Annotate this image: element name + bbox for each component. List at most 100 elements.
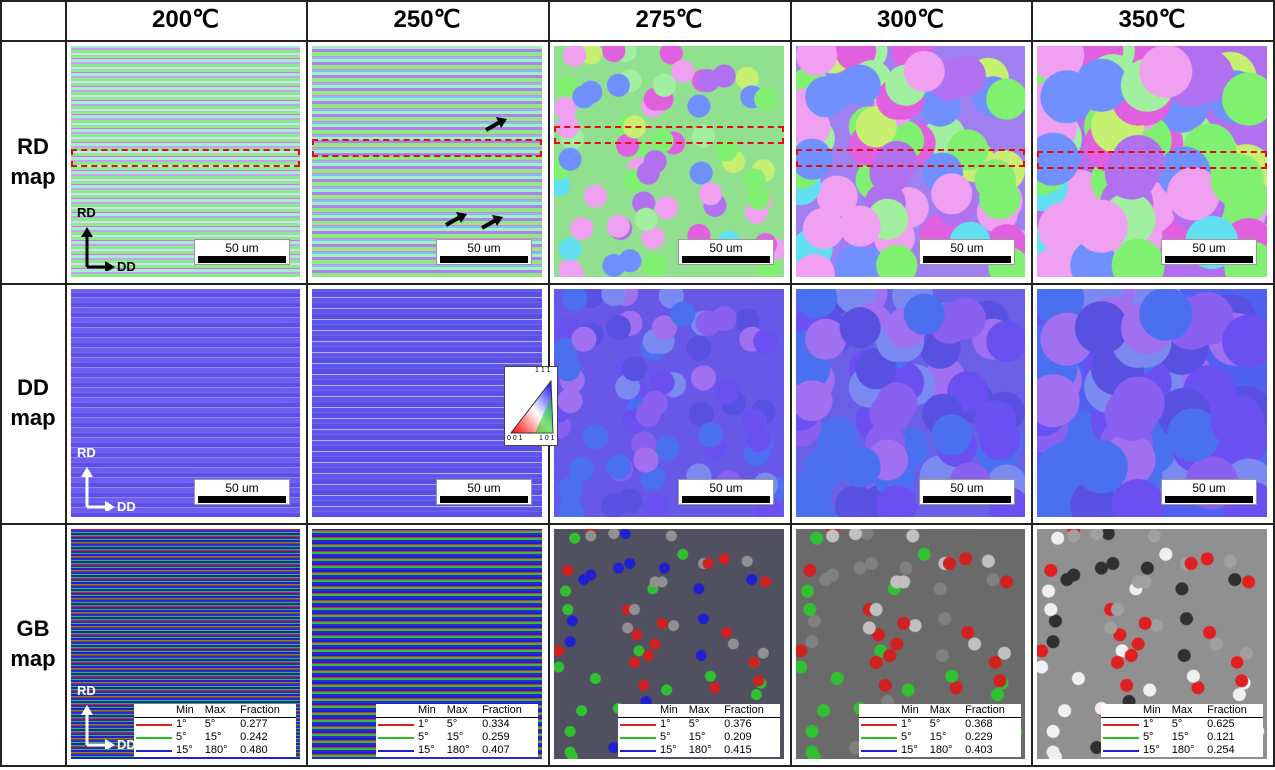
gb-legend-table: Min Max Fraction 1° 5° 0.277 5° 15° 0.242 15° 180°… [134, 704, 296, 757]
map-image: Min Max Fraction 1° 5° 0.625 5° 15° 0.121 15° 180°… [1037, 529, 1267, 759]
legend-swatch [859, 731, 899, 744]
legend-max: 15° [204, 731, 222, 743]
map-image: Min Max Fraction 1° 5° 0.368 5° 15° 0.229 15° 180°… [796, 529, 1025, 759]
axis-label-rd: RD [77, 683, 96, 698]
axis-arrows [81, 227, 115, 273]
legend-body: 1° 5° 0.368 5° 15° 0.229 15° 180° 0.403 [859, 718, 1021, 758]
legend-max: 180° [929, 744, 953, 756]
gb-legend-table: Min Max Fraction 1° 5° 0.625 5° 15° 0.121 15° 180°… [1101, 704, 1263, 757]
gb-legend: Min Max Fraction 1° 5° 0.625 5° 15° 0.121 15° 180°… [1101, 704, 1263, 757]
map-image: Min Max Fraction 1° 5° 0.334 5° 15° 0.259 15° 180°… [312, 529, 542, 759]
legend-fraction: 0.625 [1207, 718, 1235, 730]
legend-header-cell: Min [899, 704, 928, 718]
axis-indicator: RD DD [77, 205, 147, 274]
legend-min: 5° [418, 731, 429, 743]
legend-swatch [376, 731, 416, 744]
axis-label-rd: RD [77, 445, 96, 460]
grid-line [0, 40, 1275, 42]
legend-swatch [134, 731, 174, 744]
legend-min: 15° [176, 744, 193, 756]
legend-max: 5° [204, 718, 216, 730]
legend-fraction: 0.403 [965, 744, 993, 756]
legend-min: 5° [1143, 731, 1154, 743]
legend-header-cell: Min [1141, 704, 1170, 718]
legend-max: 15° [688, 731, 706, 743]
map-image: 50 um [554, 289, 784, 517]
line-sample [1103, 736, 1139, 739]
legend-fraction: 0.407 [482, 744, 510, 756]
highlight-box [554, 126, 784, 144]
legend-fraction: 0.334 [482, 718, 510, 730]
ipf-triangle: 1 1 1 0 0 1 1 0 1 [504, 366, 558, 446]
ipf-label: 0 0 1 [507, 435, 523, 442]
legend-row: 5° 15° 0.121 [1101, 731, 1263, 744]
scale-bar [198, 256, 286, 263]
legend-cell [618, 704, 658, 718]
axis-indicator: RD DD [77, 683, 147, 752]
legend-header-cell: Max [444, 704, 481, 718]
legend-swatch [134, 718, 174, 732]
line-sample [136, 723, 172, 726]
legend-max: 15° [1171, 731, 1189, 743]
gb-legend: Min Max Fraction 1° 5° 0.376 5° 15° 0.209 15° 180°… [618, 704, 780, 757]
legend-body: 1° 5° 0.625 5° 15° 0.121 15° 180° 0.254 [1101, 718, 1263, 758]
legend-header-cell: Max [686, 704, 723, 718]
arrow-icon [485, 117, 507, 132]
grid-line [0, 283, 1275, 285]
highlight-box [1037, 151, 1267, 169]
map-image: 50 um RD DD [71, 46, 300, 277]
grid-line [1273, 0, 1275, 767]
row-label: DD map [10, 375, 56, 430]
legend-header-cell: Min [416, 704, 445, 718]
legend-swatch [1101, 718, 1141, 732]
legend-row: Min Max Fraction [376, 704, 538, 718]
ipf-svg [509, 379, 554, 434]
map-image: 50 um [1037, 289, 1267, 517]
legend-header-cell: Max [1169, 704, 1206, 718]
axis-arrows [81, 705, 115, 751]
legend-max: 5° [929, 718, 941, 730]
row-label: RD map [10, 133, 56, 189]
legend-min: 1° [901, 718, 912, 730]
ipf-label: 1 0 1 [539, 435, 555, 442]
legend-swatch [1101, 731, 1141, 744]
legend-header-cell: Fraction [480, 704, 538, 718]
scale-bar [1165, 256, 1253, 263]
legend-fraction: 0.376 [724, 718, 752, 730]
legend-row: 15° 180° 0.407 [376, 744, 538, 757]
scale-bar [923, 496, 1011, 503]
legend-fraction: 0.415 [724, 744, 752, 756]
legend-header-cell: Fraction [722, 704, 780, 718]
scale-bar [440, 496, 528, 503]
line-sample [1103, 723, 1139, 726]
row-label: GB map [10, 616, 56, 671]
gb-legend: Min Max Fraction 1° 5° 0.368 5° 15° 0.229 15° 180°… [859, 704, 1021, 757]
axis-label-dd: DD [117, 737, 136, 752]
legend-max: 180° [1171, 744, 1195, 756]
column-header: 200℃ [152, 6, 219, 33]
grid-line [790, 0, 792, 767]
legend-swatch [1101, 744, 1141, 757]
column-header: 275℃ [635, 6, 703, 33]
map-image: 50 um [554, 46, 784, 277]
legend-row: 15° 180° 0.403 [859, 744, 1021, 757]
legend-swatch [618, 731, 658, 744]
legend-min: 15° [1143, 744, 1160, 756]
legend-row: Min Max Fraction [859, 704, 1021, 718]
gb-legend: Min Max Fraction 1° 5° 0.277 5° 15° 0.242 15° 180°… [134, 704, 296, 757]
legend-cell [859, 704, 899, 718]
legend-min: 1° [1143, 718, 1154, 730]
arrow-icon [445, 212, 467, 227]
legend-row: 1° 5° 0.625 [1101, 718, 1263, 732]
legend-row: 5° 15° 0.242 [134, 731, 296, 744]
legend-min: 5° [660, 731, 671, 743]
legend-row: 1° 5° 0.368 [859, 718, 1021, 732]
gb-legend-table: Min Max Fraction 1° 5° 0.334 5° 15° 0.259 15° 180°… [376, 704, 538, 757]
legend-swatch [859, 718, 899, 732]
legend-fraction: 0.229 [965, 731, 993, 743]
legend-max: 180° [204, 744, 228, 756]
legend-row: 15° 180° 0.480 [134, 744, 296, 757]
line-sample [620, 723, 656, 726]
legend-header: Min Max Fraction [134, 704, 296, 718]
